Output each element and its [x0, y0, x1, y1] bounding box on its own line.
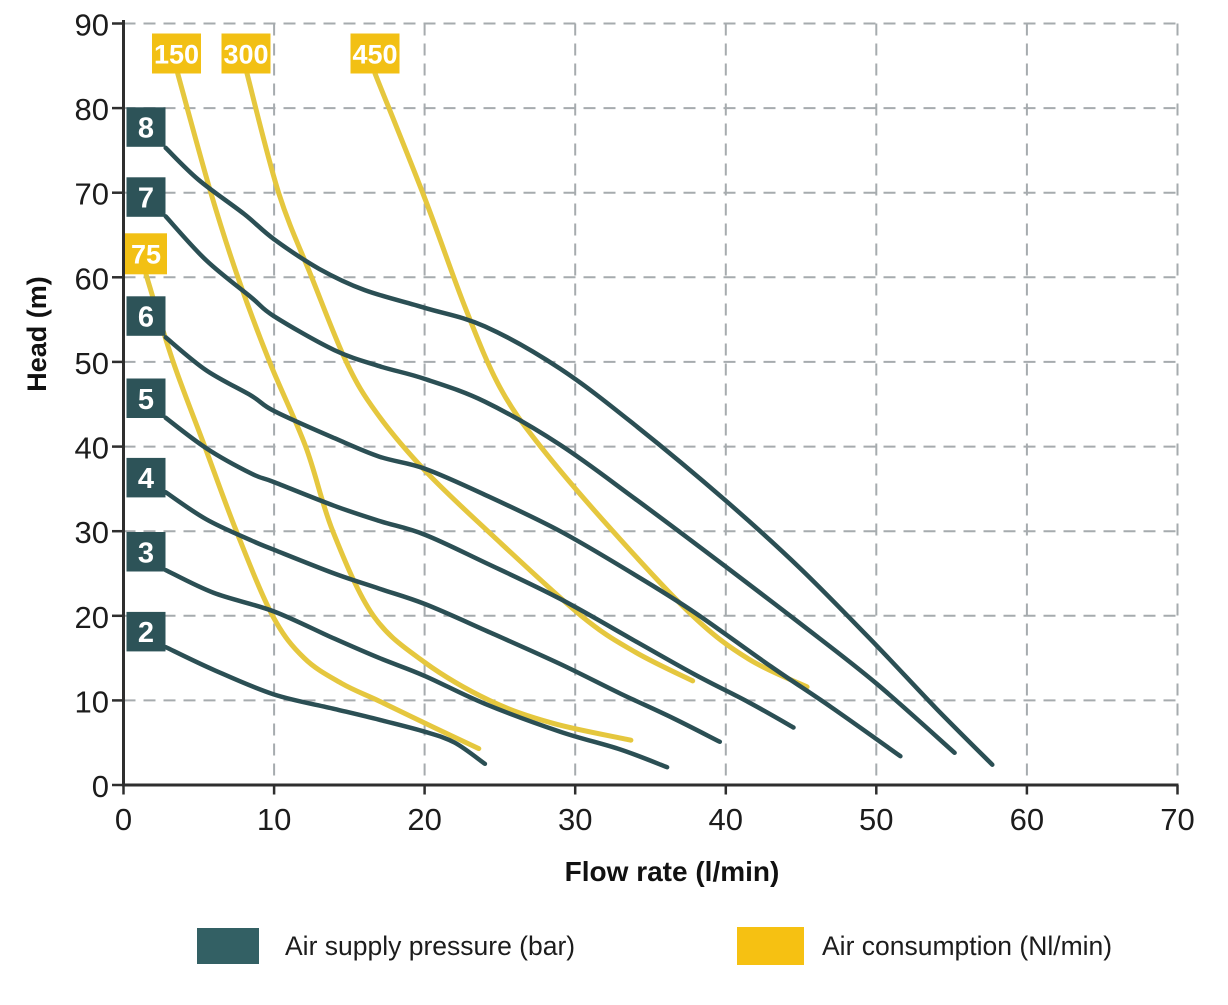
svg-text:450: 450 [352, 40, 397, 70]
svg-text:7: 7 [138, 183, 154, 215]
svg-text:60: 60 [75, 261, 109, 296]
svg-text:8: 8 [138, 113, 154, 145]
svg-text:70: 70 [75, 177, 109, 212]
svg-text:Flow rate (l/min): Flow rate (l/min) [565, 856, 780, 887]
svg-text:60: 60 [1010, 802, 1044, 837]
svg-text:5: 5 [138, 384, 154, 416]
svg-text:0: 0 [92, 769, 109, 804]
svg-text:150: 150 [154, 40, 199, 70]
svg-text:3: 3 [138, 537, 154, 569]
svg-text:10: 10 [75, 684, 109, 719]
svg-text:40: 40 [75, 431, 109, 466]
svg-text:Head (m): Head (m) [22, 276, 52, 392]
svg-text:40: 40 [709, 802, 743, 837]
svg-text:0: 0 [115, 802, 132, 837]
svg-text:50: 50 [859, 802, 893, 837]
svg-text:70: 70 [1160, 802, 1194, 837]
svg-text:300: 300 [223, 40, 268, 70]
svg-text:2: 2 [138, 617, 154, 649]
svg-text:Air consumption (Nl/min): Air consumption (Nl/min) [822, 931, 1112, 961]
svg-text:Air supply pressure (bar): Air supply pressure (bar) [285, 931, 575, 961]
svg-text:30: 30 [558, 802, 592, 837]
svg-text:6: 6 [138, 302, 154, 334]
svg-text:10: 10 [257, 802, 291, 837]
svg-text:50: 50 [75, 346, 109, 381]
svg-text:4: 4 [138, 463, 154, 495]
svg-text:20: 20 [75, 600, 109, 635]
svg-text:90: 90 [75, 8, 109, 43]
svg-text:30: 30 [75, 515, 109, 550]
svg-text:75: 75 [131, 240, 161, 270]
svg-text:20: 20 [407, 802, 441, 837]
svg-text:80: 80 [75, 92, 109, 127]
